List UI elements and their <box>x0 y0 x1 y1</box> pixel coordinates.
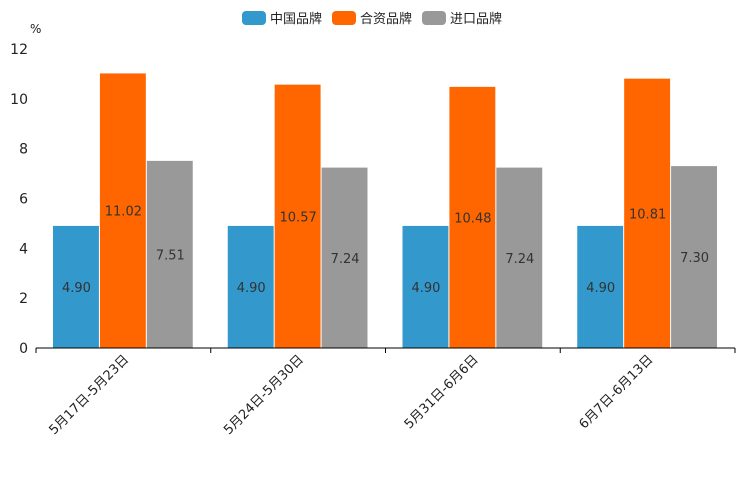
bar <box>496 167 543 348</box>
x-tick-label: 6月7日-6月13日 <box>577 352 657 432</box>
legend-swatch <box>422 10 446 25</box>
bar <box>402 225 449 348</box>
bar <box>321 167 368 348</box>
data-label: 4.90 <box>62 281 91 296</box>
legend-label: 中国品牌 <box>269 12 322 27</box>
x-tick-label: 5月17日-5月23日 <box>46 352 132 438</box>
data-label: 4.90 <box>411 281 440 296</box>
legend-item[interactable]: 进口品牌 <box>422 8 502 27</box>
x-tick-label: 5月24日-5月30日 <box>221 352 307 438</box>
y-tick-label: 0 <box>19 341 28 357</box>
bar <box>577 225 624 348</box>
bar <box>146 160 193 348</box>
y-tick-label: 6 <box>19 192 28 208</box>
bar <box>53 225 99 348</box>
bar <box>274 84 321 349</box>
y-tick-label: 12 <box>10 42 28 58</box>
y-tick-label: 4 <box>19 241 28 257</box>
legend-label: 合资品牌 <box>359 12 412 27</box>
data-label: 10.57 <box>280 210 317 225</box>
data-label: 4.90 <box>586 281 615 296</box>
data-label: 7.30 <box>680 251 709 266</box>
legend-swatch <box>331 10 356 25</box>
bar <box>624 78 671 349</box>
y-tick-label: 10 <box>10 92 28 108</box>
legend-item[interactable]: 中国品牌 <box>241 8 322 27</box>
legend-label: 进口品牌 <box>450 12 503 27</box>
data-label: 10.48 <box>454 211 491 226</box>
y-axis-unit: % <box>30 22 41 36</box>
x-tick-label: 5月31日-6月6日 <box>402 352 482 432</box>
bar <box>671 166 717 348</box>
bar <box>99 73 146 348</box>
data-label: 10.81 <box>629 207 666 222</box>
y-tick-label: 8 <box>19 142 28 158</box>
legend-item[interactable]: 合资品牌 <box>331 8 412 27</box>
data-label: 7.24 <box>505 252 534 267</box>
bar <box>227 225 274 348</box>
data-label: 7.24 <box>331 252 360 267</box>
data-label: 11.02 <box>105 205 142 220</box>
data-label: 4.90 <box>237 281 266 296</box>
y-tick-label: 2 <box>19 291 28 307</box>
data-label: 7.51 <box>156 248 185 263</box>
legend-swatch <box>241 10 266 25</box>
bar <box>449 86 496 348</box>
legend: 中国品牌 合资品牌 进口品牌 <box>0 8 744 27</box>
